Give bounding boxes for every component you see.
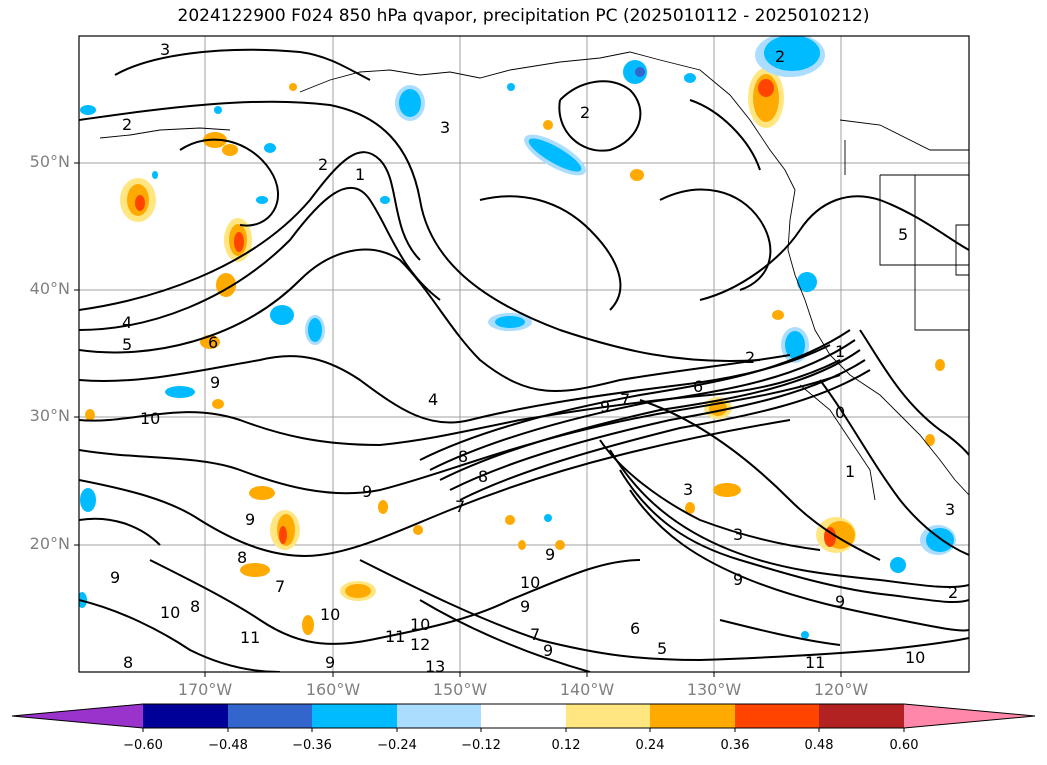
contour-label: 9 — [600, 397, 610, 416]
contour-label: 2 — [318, 155, 328, 174]
contour-label: 12 — [410, 635, 430, 654]
contour-label: 6 — [208, 333, 218, 352]
lon-label-170w: 170°W — [177, 680, 233, 699]
contour-label: 4 — [428, 390, 438, 409]
contour-label: 11 — [240, 628, 260, 647]
contour-label: 9 — [245, 510, 255, 529]
colorbar-tick-label: 0.36 — [720, 738, 750, 753]
contours — [79, 48, 969, 672]
contour-label: 3 — [733, 525, 743, 544]
lon-label-160w: 160°W — [305, 680, 361, 699]
contour-label: 5 — [122, 335, 132, 354]
contour-label: 1 — [355, 165, 365, 184]
contour-label: 2 — [580, 103, 590, 122]
colorbar-segment-10 — [904, 704, 1035, 728]
contour-label: 7 — [455, 497, 465, 516]
lat-label-20n: 20°N — [29, 534, 70, 553]
contour-label: 0 — [835, 403, 845, 422]
colorbar-segment-1 — [143, 704, 228, 728]
contour-label: 6 — [630, 619, 640, 638]
contour-label: 9 — [520, 597, 530, 616]
contour-label: 10 — [320, 605, 340, 624]
colorbar-segment-2 — [228, 704, 312, 728]
contour-label: 2 — [948, 583, 958, 602]
contour-label: 5 — [898, 225, 908, 244]
contour-label: 9 — [543, 641, 553, 660]
colorbar-segment-4 — [397, 704, 481, 728]
contour-label: 7 — [275, 577, 285, 596]
contour-label: 9 — [835, 592, 845, 611]
colorbar-tick-label: 0.24 — [635, 738, 665, 753]
contour-label: 3 — [945, 500, 955, 519]
contour-label: 9 — [325, 653, 335, 672]
coastlines — [99, 51, 969, 501]
contour-label: 10 — [160, 603, 180, 622]
colorbar-tick-label: −0.48 — [208, 738, 248, 753]
colorbar-segment-3 — [312, 704, 397, 728]
lon-label-150w: 150°W — [432, 680, 488, 699]
contour-label: 3 — [160, 40, 170, 59]
colorbar-tick-label: −0.12 — [461, 738, 501, 753]
contour-label: 6 — [693, 377, 703, 396]
map-title: 2024122900 F024 850 hPa qvapor, precipit… — [177, 6, 870, 26]
lat-label-50n: 50°N — [29, 152, 70, 171]
contour-label: 10 — [410, 615, 430, 634]
contour-label: 9 — [362, 482, 372, 501]
colorbar-segment-7 — [650, 704, 735, 728]
contour-label: 10 — [520, 573, 540, 592]
contour-label: 1 — [835, 342, 845, 361]
contour-label: 2 — [775, 47, 785, 66]
colorbar-segment-5 — [481, 704, 566, 728]
contour-label: 8 — [190, 597, 200, 616]
lon-label-120w: 120°W — [813, 680, 869, 699]
colorbar-tick-label: 0.12 — [551, 738, 581, 753]
contour-label: 2 — [122, 115, 132, 134]
contour-label: 11 — [385, 627, 405, 646]
contour-label: 7 — [620, 390, 630, 409]
lon-label-140w: 140°W — [559, 680, 615, 699]
contour-label: 8 — [478, 467, 488, 486]
contour-label: 10 — [905, 648, 925, 667]
contours-dense — [419, 329, 871, 551]
contour-label: 9 — [110, 568, 120, 587]
contour-label: 8 — [123, 653, 133, 672]
colorbar-tick-label: −0.24 — [377, 738, 417, 753]
contour-label: 9 — [733, 570, 743, 589]
contour-label: 3 — [440, 118, 450, 137]
contour-label: 10 — [140, 409, 160, 428]
colorbar-tick-label: −0.36 — [292, 738, 332, 753]
contour-label: 9 — [545, 545, 555, 564]
contour-label: 11 — [805, 653, 825, 672]
colorbar — [11, 703, 1036, 732]
colorbar-segment-8 — [735, 704, 819, 728]
colorbar-tick-label: 0.48 — [804, 738, 834, 753]
lon-label-130w: 130°W — [686, 680, 742, 699]
contour-label: 1 — [845, 462, 855, 481]
lat-label-30n: 30°N — [29, 406, 70, 425]
colorbar-segment-0 — [12, 704, 143, 728]
contour-label: 5 — [657, 639, 667, 658]
contour-label: 8 — [458, 447, 468, 466]
lat-label-40n: 40°N — [29, 279, 70, 298]
contour-label: 13 — [425, 657, 445, 676]
contour-label-layer: 3 2 3 2 2 1 2 4 5 6 9 10 4 7 8 9 8 7 3 3… — [110, 40, 958, 676]
contour-label: 3 — [683, 480, 693, 499]
colorbar-tick-label: 0.60 — [889, 738, 919, 753]
colorbar-segment-6 — [566, 704, 650, 728]
contour-label: 2 — [745, 348, 755, 367]
contour-label: 7 — [530, 625, 540, 644]
map-frame — [79, 36, 969, 672]
contour-label: 9 — [210, 373, 220, 392]
contour-label: 8 — [237, 548, 247, 567]
contour-label: 4 — [122, 313, 132, 332]
colorbar-tick-label: −0.60 — [123, 738, 163, 753]
colorbar-segment-9 — [819, 704, 904, 728]
precip-shading — [79, 36, 956, 639]
